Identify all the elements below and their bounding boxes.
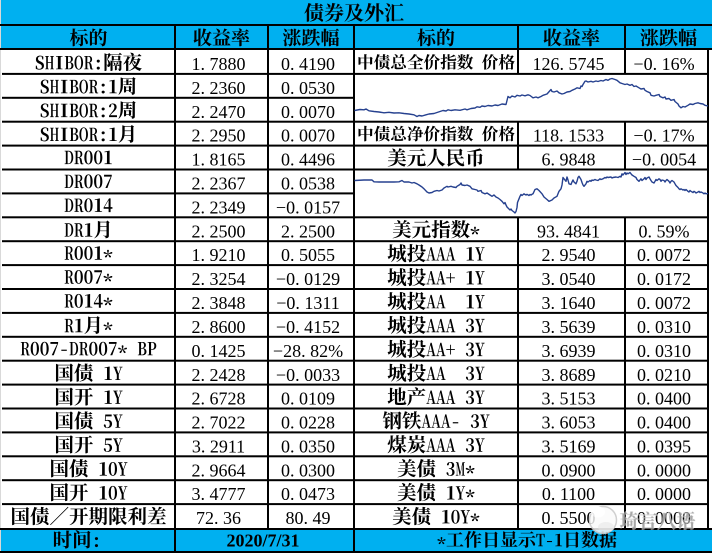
svg-text:−0. 17%: −0. 17% bbox=[633, 126, 694, 146]
svg-text:3. 5153: 3. 5153 bbox=[542, 389, 596, 409]
svg-text:1. 7880: 1. 7880 bbox=[192, 54, 246, 74]
svg-text:3. 5169: 3. 5169 bbox=[542, 436, 596, 456]
svg-text:0. 0310: 0. 0310 bbox=[637, 341, 691, 361]
svg-text:0. 5055: 0. 5055 bbox=[281, 245, 335, 265]
svg-text:−0. 4152: −0. 4152 bbox=[276, 317, 340, 337]
svg-text:3. 1640: 3. 1640 bbox=[542, 293, 596, 313]
svg-text:3. 8689: 3. 8689 bbox=[542, 365, 596, 385]
svg-text:0. 0228: 0. 0228 bbox=[281, 413, 335, 433]
svg-text:0. 0473: 0. 0473 bbox=[281, 484, 335, 504]
svg-text:0. 0395: 0. 0395 bbox=[637, 436, 691, 456]
svg-text:0. 59%: 0. 59% bbox=[639, 221, 690, 241]
svg-text:3. 2911: 3. 2911 bbox=[192, 436, 245, 456]
svg-text:0. 4496: 0. 4496 bbox=[281, 150, 335, 170]
svg-text:−28. 82%: −28. 82% bbox=[273, 341, 343, 361]
svg-text:2. 2349: 2. 2349 bbox=[192, 197, 246, 217]
svg-text:2. 2950: 2. 2950 bbox=[192, 126, 246, 146]
svg-text:2020/7/31: 2020/7/31 bbox=[226, 531, 299, 551]
svg-text:3. 6053: 3. 6053 bbox=[542, 413, 596, 433]
svg-text:2. 6728: 2. 6728 bbox=[192, 389, 246, 409]
svg-text:−0. 0054: −0. 0054 bbox=[632, 150, 696, 170]
svg-text:0. 0310: 0. 0310 bbox=[637, 317, 691, 337]
svg-text:2. 7022: 2. 7022 bbox=[192, 413, 246, 433]
svg-text:72. 36: 72. 36 bbox=[196, 508, 241, 528]
svg-text:2. 3254: 2. 3254 bbox=[192, 269, 246, 289]
svg-text:3. 0540: 3. 0540 bbox=[542, 269, 596, 289]
svg-text:3. 5639: 3. 5639 bbox=[542, 317, 596, 337]
svg-text:2. 2500: 2. 2500 bbox=[192, 221, 246, 241]
svg-text:2. 9664: 2. 9664 bbox=[192, 460, 246, 480]
svg-text:118. 1533: 118. 1533 bbox=[533, 126, 604, 146]
svg-text:2. 8600: 2. 8600 bbox=[192, 317, 246, 337]
svg-text:0. 0072: 0. 0072 bbox=[637, 293, 691, 313]
svg-text:93. 4841: 93. 4841 bbox=[537, 221, 600, 241]
svg-text:0. 0530: 0. 0530 bbox=[281, 78, 335, 98]
svg-text:0. 0109: 0. 0109 bbox=[281, 389, 335, 409]
svg-text:0. 0172: 0. 0172 bbox=[637, 269, 691, 289]
svg-text:0. 0072: 0. 0072 bbox=[637, 245, 691, 265]
svg-text:0. 0070: 0. 0070 bbox=[281, 126, 335, 146]
svg-text:0. 0900: 0. 0900 bbox=[542, 460, 596, 480]
svg-text:2. 9540: 2. 9540 bbox=[542, 245, 596, 265]
svg-text:1. 8165: 1. 8165 bbox=[192, 150, 246, 170]
svg-text:2. 2500: 2. 2500 bbox=[281, 221, 335, 241]
svg-text:3. 4777: 3. 4777 bbox=[192, 484, 246, 504]
svg-text:0. 0400: 0. 0400 bbox=[637, 389, 691, 409]
svg-text:0. 0070: 0. 0070 bbox=[281, 102, 335, 122]
svg-text:2. 2470: 2. 2470 bbox=[192, 102, 246, 122]
svg-text:0. 0350: 0. 0350 bbox=[281, 436, 335, 456]
svg-text:126. 5745: 126. 5745 bbox=[533, 54, 605, 74]
svg-text:2. 2367: 2. 2367 bbox=[192, 174, 246, 194]
svg-text:6. 9848: 6. 9848 bbox=[542, 150, 596, 170]
svg-text:2. 2360: 2. 2360 bbox=[192, 78, 246, 98]
svg-text:0. 1100: 0. 1100 bbox=[542, 484, 595, 504]
svg-text:0. 0210: 0. 0210 bbox=[637, 365, 691, 385]
svg-text:0. 1425: 0. 1425 bbox=[192, 341, 246, 361]
svg-text:2. 2428: 2. 2428 bbox=[192, 365, 246, 385]
svg-text:0. 0400: 0. 0400 bbox=[637, 413, 691, 433]
svg-text:0. 5500: 0. 5500 bbox=[542, 508, 596, 528]
svg-text:3. 6939: 3. 6939 bbox=[542, 341, 596, 361]
svg-text:−0. 1311: −0. 1311 bbox=[276, 293, 339, 313]
svg-text:0. 0000: 0. 0000 bbox=[637, 484, 691, 504]
svg-text:1. 9210: 1. 9210 bbox=[192, 245, 246, 265]
svg-text:−0. 0129: −0. 0129 bbox=[276, 269, 340, 289]
svg-text:−0. 0033: −0. 0033 bbox=[276, 365, 340, 385]
svg-text:−0. 0157: −0. 0157 bbox=[276, 197, 340, 217]
svg-text:0. 0538: 0. 0538 bbox=[281, 174, 335, 194]
svg-text:0. 0300: 0. 0300 bbox=[281, 460, 335, 480]
svg-text:0. 4190: 0. 4190 bbox=[281, 54, 335, 74]
svg-text:−0. 16%: −0. 16% bbox=[633, 54, 694, 74]
svg-text:80. 49: 80. 49 bbox=[286, 508, 331, 528]
svg-text:2. 3848: 2. 3848 bbox=[192, 293, 246, 313]
svg-text:0. 0000: 0. 0000 bbox=[637, 460, 691, 480]
